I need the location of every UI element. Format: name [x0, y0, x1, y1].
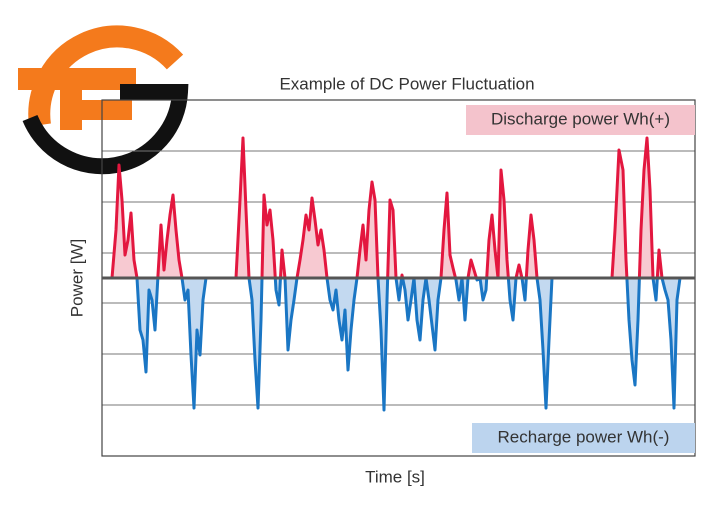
- y-axis-label: Power [W]: [67, 239, 86, 317]
- x-axis-label: Time [s]: [365, 467, 425, 486]
- annotation: Recharge power Wh(-): [498, 427, 670, 446]
- area-negative: [137, 279, 680, 410]
- logo-stem: [60, 68, 82, 130]
- area-positive: [112, 138, 662, 277]
- annotation: Discharge power Wh(+): [491, 109, 670, 128]
- logo-bar: [82, 100, 132, 120]
- annotation-box: [466, 105, 695, 135]
- logo-arc: [28, 25, 184, 127]
- chart-title: Example of DC Power Fluctuation: [279, 74, 534, 93]
- logo: [18, 25, 189, 175]
- line-negative: [102, 279, 695, 412]
- annotation-box: [472, 423, 695, 453]
